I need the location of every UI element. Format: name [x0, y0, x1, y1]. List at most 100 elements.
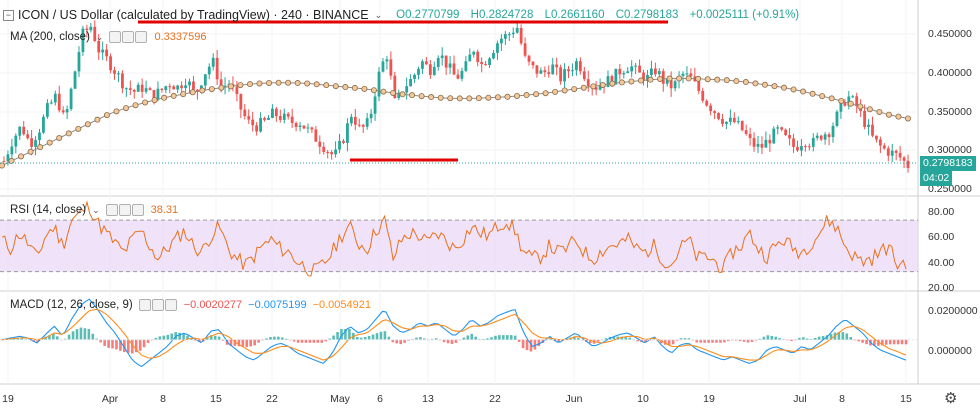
ma-legend[interactable]: MA (200, close) ⌄ 0.3337596 — [10, 31, 206, 44]
close-value: 0.2798183 — [624, 9, 679, 21]
ma-200-marker — [523, 92, 530, 99]
candle-body — [811, 137, 815, 147]
candle-body — [555, 64, 559, 68]
settings-icon[interactable] — [151, 299, 164, 312]
settings-icon[interactable] — [118, 204, 131, 217]
symbol-title[interactable]: ICON / US Dollar (calculated by TradingV… — [18, 8, 369, 22]
candle-body — [792, 138, 795, 147]
candle-body — [215, 57, 219, 80]
macd-histogram-bar — [659, 339, 663, 344]
x-tick: Jul — [793, 393, 807, 405]
ma-200-marker — [590, 83, 597, 90]
macd-histogram-bar — [900, 339, 904, 345]
macd-tick: 0.000000 — [928, 345, 972, 357]
rsi-line — [1, 200, 907, 277]
candle-body — [685, 73, 689, 75]
macd-histogram-bar — [134, 339, 138, 353]
chevron-down-icon[interactable]: ⌄ — [95, 31, 104, 42]
macd-histogram-bar — [707, 339, 710, 343]
candle-body — [496, 43, 499, 53]
ma-200-marker — [513, 92, 520, 99]
collapse-icon[interactable]: − — [3, 10, 14, 21]
x-tick: 19 — [2, 393, 14, 405]
candle-body — [93, 26, 97, 41]
ma-200-marker — [552, 88, 559, 95]
candle-body — [713, 111, 716, 113]
rsi-legend[interactable]: RSI (14, close) ⌄ 38.31 — [10, 204, 178, 217]
ma-200-marker — [504, 93, 511, 100]
visibility-icon[interactable] — [105, 204, 118, 217]
visibility-icon[interactable] — [109, 31, 122, 44]
candle-body — [176, 85, 180, 90]
macd-legend[interactable]: MACD (12, 26, close, 9) −0.0020277 −0.00… — [10, 299, 371, 312]
gear-icon[interactable]: ⚙ — [944, 390, 958, 407]
candle-body — [890, 150, 894, 156]
macd-histogram-bar — [174, 332, 177, 340]
candle-body — [428, 64, 432, 75]
close-label: C — [615, 9, 624, 21]
main-legend: ICON / US Dollar (calculated by TradingV… — [18, 8, 799, 22]
macd-histogram-bar — [359, 337, 363, 340]
chevron-down-icon[interactable]: ⌄ — [92, 204, 100, 215]
close-icon[interactable] — [164, 299, 177, 312]
chevron-down-icon[interactable]: ⌄ — [374, 9, 383, 20]
macd-histogram-bar — [502, 335, 505, 340]
candle-body — [902, 157, 906, 161]
candle-body — [373, 96, 377, 114]
macd-histogram-bar — [825, 335, 829, 340]
candle-body — [539, 70, 543, 74]
ma-200-marker — [618, 79, 625, 86]
macd-histogram-bar — [494, 335, 497, 340]
rsi-band — [0, 220, 918, 272]
ma-200-marker — [370, 87, 377, 94]
ma-200-marker — [580, 84, 587, 91]
candle-body — [132, 89, 136, 92]
macd-histogram-bar — [699, 339, 703, 343]
candle-body — [752, 138, 756, 147]
macd-histogram-bar — [620, 336, 624, 340]
settings-icon[interactable] — [122, 31, 135, 44]
macd-histogram-bar — [588, 339, 592, 344]
macd-histogram-bar — [865, 339, 868, 345]
close-icon[interactable] — [135, 31, 148, 44]
x-tick: May — [330, 393, 350, 405]
candle-body — [405, 86, 409, 93]
ma-200-marker — [275, 79, 282, 86]
macd-histogram-bar — [750, 339, 754, 342]
candle-body — [831, 125, 835, 138]
candle-body — [211, 57, 215, 67]
macd-histogram-bar — [525, 339, 529, 351]
candle-body — [409, 78, 412, 87]
macd-histogram-bar — [237, 339, 241, 347]
macd-histogram-bar — [802, 337, 805, 340]
candle-body — [764, 139, 768, 148]
macd-histogram-bar — [809, 339, 813, 340]
macd-histogram-bar — [48, 335, 51, 340]
candle-body — [322, 146, 326, 152]
close-icon[interactable] — [131, 204, 144, 217]
macd-histogram-bar — [423, 338, 426, 340]
visibility-icon[interactable] — [138, 299, 151, 312]
macd-histogram-bar — [667, 339, 671, 346]
macd-histogram-bar — [178, 332, 181, 340]
macd-histogram-bar — [458, 339, 462, 341]
candle-body — [2, 161, 6, 163]
ma-200-marker — [256, 80, 263, 87]
candle-body — [424, 61, 428, 65]
macd-histogram-bar — [478, 339, 481, 341]
ma-200-marker — [0, 162, 5, 169]
candle-body — [342, 140, 345, 143]
candle-body — [480, 61, 484, 65]
macd-histogram-bar — [845, 333, 849, 340]
macd-histogram-bar — [16, 338, 20, 340]
candle-body — [271, 108, 274, 118]
macd-histogram-bar — [817, 336, 821, 340]
candle-body — [152, 90, 156, 100]
ma-200-marker — [132, 102, 139, 109]
macd-histogram-bar — [517, 339, 521, 342]
ma-200-marker — [828, 95, 835, 102]
macd-histogram-bar — [67, 334, 71, 340]
ma-200-marker — [895, 113, 902, 120]
macd-histogram-bar — [857, 339, 860, 342]
